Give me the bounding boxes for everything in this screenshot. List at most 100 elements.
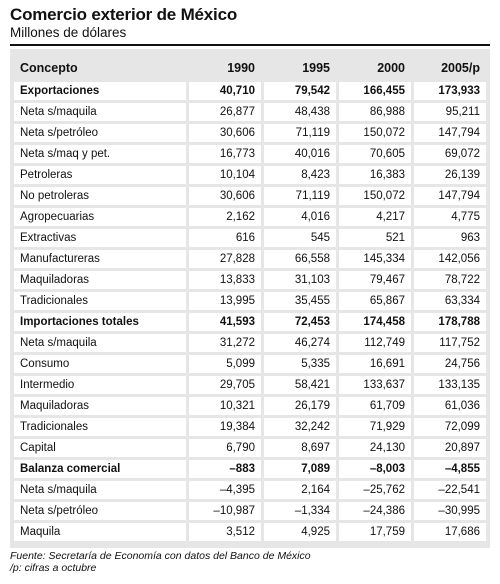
- cell-value: –4,395: [186, 481, 261, 499]
- cell-value: 35,455: [261, 292, 336, 310]
- row-label: Consumo: [14, 355, 186, 373]
- row-label: Tradicionales: [14, 418, 186, 436]
- cell-value: 71,929: [336, 418, 411, 436]
- cell-value: 27,828: [186, 250, 261, 268]
- cell-value: 2,164: [261, 481, 336, 499]
- page-title: Comercio exterior de México: [10, 5, 238, 24]
- cell-value: 10,104: [186, 166, 261, 184]
- row-label: Maquila: [14, 523, 186, 541]
- cell-value: 4,016: [261, 208, 336, 226]
- row-label: Neta s/maquila: [14, 334, 186, 352]
- cell-value: 48,438: [261, 103, 336, 121]
- cell-value: 72,099: [411, 418, 486, 436]
- column-header-1995: 1995: [261, 57, 336, 79]
- table-row: Maquiladoras 10,321 26,179 61,709 61,036: [14, 397, 486, 415]
- cell-value: 26,179: [261, 397, 336, 415]
- cell-value: 70,605: [336, 145, 411, 163]
- cell-value: 521: [336, 229, 411, 247]
- row-label: Tradicionales: [14, 292, 186, 310]
- cell-value: 41,593: [186, 313, 261, 331]
- cell-value: 31,103: [261, 271, 336, 289]
- cell-value: 545: [261, 229, 336, 247]
- cell-value: 112,749: [336, 334, 411, 352]
- cell-value: 145,334: [336, 250, 411, 268]
- cell-value: 963: [411, 229, 486, 247]
- row-label: Neta s/maquila: [14, 103, 186, 121]
- table-row: Petroleras 10,104 8,423 16,383 26,139: [14, 166, 486, 184]
- cell-value: 7,089: [261, 460, 336, 478]
- cell-value: 13,833: [186, 271, 261, 289]
- cell-value: 5,335: [261, 355, 336, 373]
- cell-value: 16,383: [336, 166, 411, 184]
- cell-value: 31,272: [186, 334, 261, 352]
- cell-value: 150,072: [336, 124, 411, 142]
- cell-value: 10,321: [186, 397, 261, 415]
- cell-value: 4,775: [411, 208, 486, 226]
- row-label: Intermedio: [14, 376, 186, 394]
- cell-value: 133,637: [336, 376, 411, 394]
- trade-table: Concepto 1990 1995 2000 2005/p Exportaci…: [14, 54, 486, 544]
- column-header-2005: 2005/p: [411, 57, 486, 79]
- cell-value: 32,242: [261, 418, 336, 436]
- cell-value: 24,756: [411, 355, 486, 373]
- cell-value: 166,455: [336, 82, 411, 100]
- row-label: Neta s/petróleo: [14, 124, 186, 142]
- table-row: Exportaciones 40,710 79,542 166,455 173,933: [14, 82, 486, 100]
- table-row: Neta s/maq y pet. 16,773 40,016 70,605 69,07…: [14, 145, 486, 163]
- cell-value: 133,135: [411, 376, 486, 394]
- cell-value: 616: [186, 229, 261, 247]
- table-row: Agropecuarias 2,162 4,016 4,217 4,775: [14, 208, 486, 226]
- cell-value: 4,925: [261, 523, 336, 541]
- header-row: Concepto 1990 1995 2000 2005/p: [14, 57, 486, 79]
- table-row: Maquila 3,512 4,925 17,759 17,686: [14, 523, 486, 541]
- cell-value: –22,541: [411, 481, 486, 499]
- table-row: Tradicionales 13,995 35,455 65,867 63,334: [14, 292, 486, 310]
- cell-value: 71,119: [261, 124, 336, 142]
- row-label: Extractivas: [14, 229, 186, 247]
- preliminary-note: /p: cifras a octubre: [10, 562, 97, 574]
- cell-value: –883: [186, 460, 261, 478]
- cell-value: 63,334: [411, 292, 486, 310]
- cell-value: 8,697: [261, 439, 336, 457]
- column-header-2000: 2000: [336, 57, 411, 79]
- row-label: Importaciones totales: [14, 313, 186, 331]
- cell-value: 178,788: [411, 313, 486, 331]
- cell-value: 65,867: [336, 292, 411, 310]
- table-row: No petroleras 30,606 71,119 150,072 147,794: [14, 187, 486, 205]
- cell-value: 16,691: [336, 355, 411, 373]
- cell-value: 16,773: [186, 145, 261, 163]
- table-row: Maquiladoras 13,833 31,103 79,467 78,722: [14, 271, 486, 289]
- cell-value: –8,003: [336, 460, 411, 478]
- cell-value: 78,722: [411, 271, 486, 289]
- cell-value: 8,423: [261, 166, 336, 184]
- cell-value: 72,453: [261, 313, 336, 331]
- source-note: Fuente: Secretaría de Economía con datos…: [10, 550, 311, 562]
- cell-value: 147,794: [411, 187, 486, 205]
- cell-value: 95,211: [411, 103, 486, 121]
- table-row: Balanza comercial –883 7,089 –8,003 –4,855: [14, 460, 486, 478]
- row-label: Neta s/maquila: [14, 481, 186, 499]
- cell-value: 69,072: [411, 145, 486, 163]
- table-row: Consumo 5,099 5,335 16,691 24,756: [14, 355, 486, 373]
- cell-value: 58,421: [261, 376, 336, 394]
- row-label: Petroleras: [14, 166, 186, 184]
- cell-value: 26,877: [186, 103, 261, 121]
- row-label: No petroleras: [14, 187, 186, 205]
- cell-value: 79,467: [336, 271, 411, 289]
- cell-value: 2,162: [186, 208, 261, 226]
- column-header-1990: 1990: [186, 57, 261, 79]
- table-row: Capital 6,790 8,697 24,130 20,897: [14, 439, 486, 457]
- cell-value: 30,606: [186, 187, 261, 205]
- cell-value: 40,016: [261, 145, 336, 163]
- row-label: Neta s/maq y pet.: [14, 145, 186, 163]
- row-label: Agropecuarias: [14, 208, 186, 226]
- table-row: Manufactureras 27,828 66,558 145,334 142,056: [14, 250, 486, 268]
- row-label: Capital: [14, 439, 186, 457]
- cell-value: –4,855: [411, 460, 486, 478]
- table-frame: Concepto 1990 1995 2000 2005/p Exportaci…: [10, 49, 490, 548]
- table-row: Extractivas 616 545 521 963: [14, 229, 486, 247]
- cell-value: 5,099: [186, 355, 261, 373]
- cell-value: 6,790: [186, 439, 261, 457]
- table-row: Neta s/maquila 31,272 46,274 112,749 117,752: [14, 334, 486, 352]
